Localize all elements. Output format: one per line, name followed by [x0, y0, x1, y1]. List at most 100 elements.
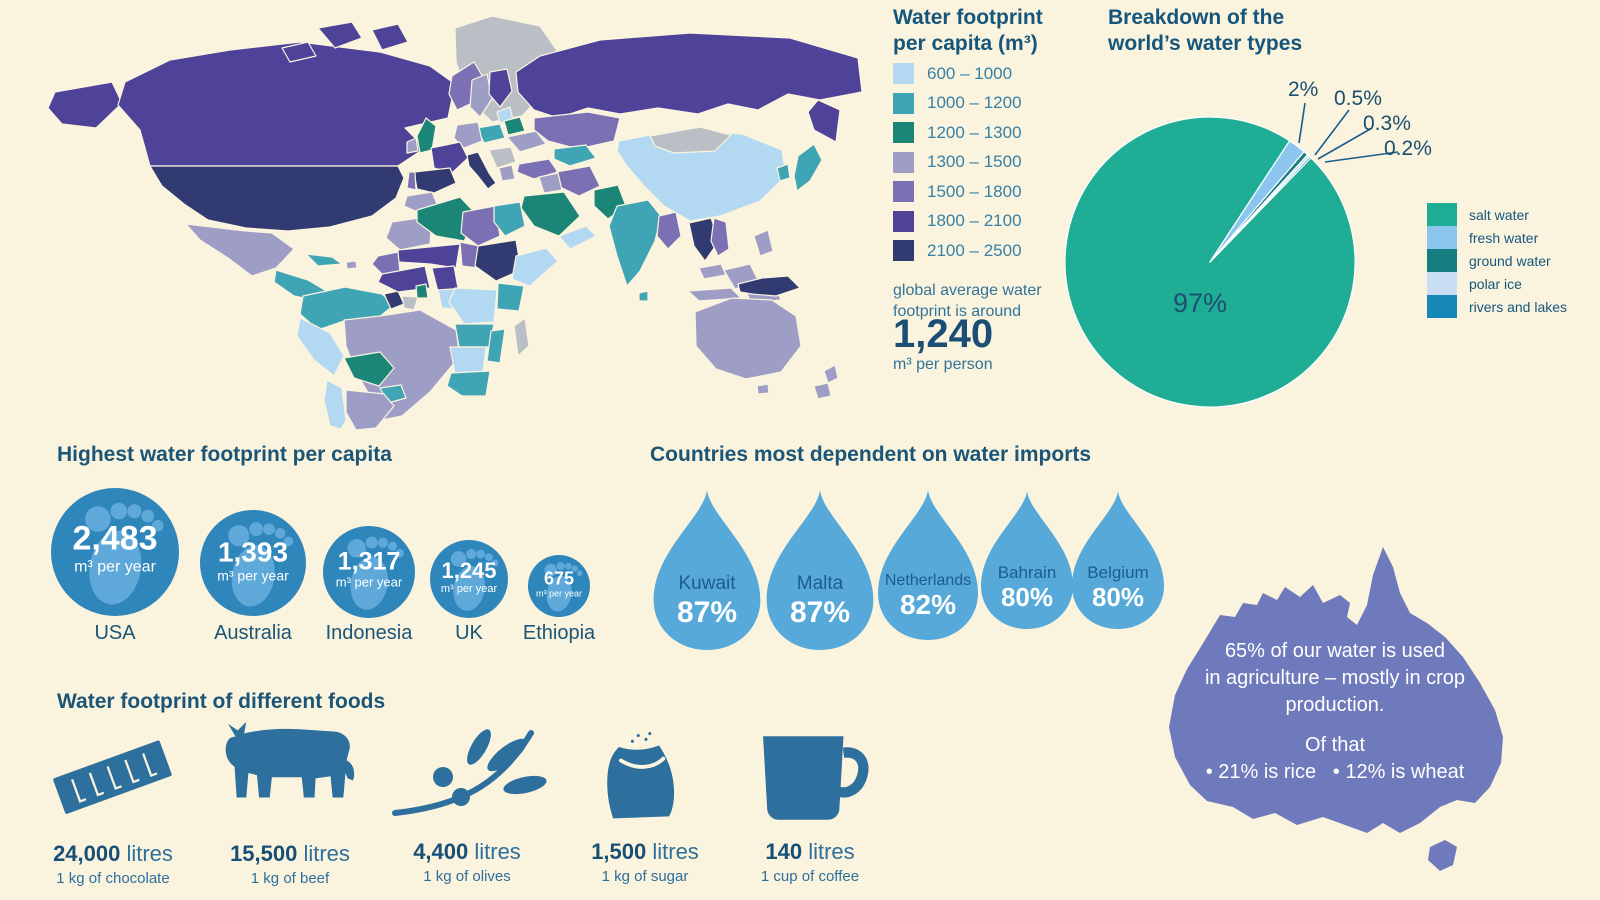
- pie-title: Breakdown of the world’s water types: [1108, 6, 1303, 55]
- legend-label: 1200 – 1300: [927, 122, 1022, 142]
- footprint-value: 675: [543, 568, 575, 589]
- map-region-belarus: [503, 116, 526, 136]
- food-value: 24,000 litres: [53, 841, 173, 866]
- food-item-coffee: 140 litres 1 cup of coffee: [715, 730, 905, 885]
- map-region-suriname: [401, 295, 419, 311]
- map-region-portugal: [406, 171, 417, 191]
- cow-icon: [225, 721, 355, 798]
- map-region-spain: [413, 167, 457, 194]
- map-region-mongolia: [649, 126, 732, 154]
- water-drop-icon: [981, 491, 1073, 629]
- food-description: 1 kg of chocolate: [56, 870, 170, 887]
- food-item-olives: 4,400 litres 1 kg of olives: [372, 722, 562, 885]
- food-item-chocolate: 24,000 litres 1 kg of chocolate: [18, 722, 208, 887]
- map-region-ghana: [415, 283, 429, 299]
- legend-swatch: [893, 210, 914, 232]
- drop-country: Netherlands: [884, 571, 972, 589]
- legend-row: 600 – 1000: [893, 63, 1022, 84]
- map-region-hispaniola: [345, 260, 358, 270]
- footprint-country-australia: Australia: [214, 622, 292, 644]
- footprint-country-usa: USA: [94, 622, 136, 644]
- footprint-value: 2,483: [72, 519, 158, 558]
- map-region-usa: [149, 165, 405, 232]
- legend-swatch: [1427, 226, 1457, 249]
- legend-label: 1300 – 1500: [927, 152, 1022, 171]
- tasmania-silhouette: [1428, 840, 1457, 871]
- map-region-sweden: [469, 73, 493, 118]
- legend-swatch: [1427, 249, 1457, 272]
- map-region-arctic-island: [281, 41, 317, 63]
- map-region-yemen-oman: [558, 225, 597, 250]
- drop-percent: 87%: [676, 596, 738, 630]
- drop-country: Bahrain: [997, 562, 1057, 582]
- map-region-libya: [460, 205, 501, 247]
- footprint-unit: m³ per year: [335, 574, 403, 590]
- map-legend: 600 – 1000 1000 – 1200 1200 – 1300 1300 …: [893, 63, 1022, 270]
- legend-label: 1500 – 1800: [927, 181, 1022, 201]
- food-description: 1 kg of sugar: [601, 868, 689, 885]
- food-value: 1,500 litres: [591, 839, 699, 864]
- legend-row: 1300 – 1500: [893, 151, 1022, 173]
- footprint-circle-uk: 1,245 m³ per year: [430, 540, 508, 618]
- map-region-ireland: [406, 137, 419, 154]
- legend-row: 1200 – 1300: [893, 122, 1022, 143]
- water-drop-icon: [653, 490, 761, 650]
- legend-row: 1800 – 2100: [893, 210, 1022, 232]
- legend-swatch: [893, 181, 914, 202]
- footprint-value: 1,393: [217, 536, 289, 568]
- map-region-central-asia: [553, 144, 597, 167]
- map-region-kazakhstan: [533, 111, 621, 150]
- footprint-unit: m³ per year: [440, 582, 498, 595]
- map-region-egypt: [493, 201, 526, 237]
- legend-label: polar ice: [1469, 275, 1522, 292]
- food-value: 4,400 litres: [413, 839, 521, 864]
- footprint-country-indonesia: Indonesia: [325, 622, 413, 644]
- drop-percent: 80%: [1091, 582, 1145, 613]
- map-region-east-africa: [496, 282, 525, 312]
- footprint-icon: [450, 548, 499, 611]
- global-average-unit: m³ per person: [893, 356, 993, 373]
- pie-salt-water-label: 97%: [1172, 288, 1228, 318]
- map-region-korea: [776, 163, 791, 182]
- legend-row: polar ice: [1427, 272, 1567, 295]
- map-region-drc: [448, 287, 498, 325]
- drop-percent: 80%: [1000, 582, 1054, 613]
- map-region-china: [616, 128, 787, 222]
- map-region-malaysia: [698, 263, 727, 280]
- map-region-arctic-island: [371, 23, 409, 51]
- australia-silhouette: [1169, 547, 1503, 871]
- water-types-pie-chart: [1065, 102, 1399, 408]
- legend-label: salt water: [1469, 206, 1529, 223]
- footprint-circle-indonesia: 1,317 m³ per year: [323, 526, 415, 618]
- world-map: [47, 15, 863, 430]
- legend-swatch: [1427, 272, 1457, 295]
- footprint-unit: m³ per year: [535, 588, 582, 599]
- map-region-iraq: [538, 172, 563, 194]
- imports-section-title: Countries most dependent on water import…: [650, 443, 1092, 466]
- food-description: 1 kg of olives: [423, 868, 511, 885]
- drop-percent: 87%: [789, 596, 851, 630]
- footprints-section-title: Highest water footprint per capita: [57, 443, 392, 466]
- map-region-argentina: [345, 389, 395, 430]
- legend-label: rivers and lakes: [1469, 298, 1568, 315]
- map-region-nigeria: [431, 265, 459, 293]
- water-drop-malta: Malta 87%: [766, 490, 874, 650]
- food-item-sugar: 1,500 litres 1 kg of sugar: [550, 722, 740, 885]
- legend-swatch: [893, 63, 914, 84]
- map-region-namibia-botswana: [449, 346, 487, 374]
- map-region-bolivia: [343, 351, 395, 387]
- map-region-new-zealand-south: [813, 382, 832, 400]
- map-region-vietnam: [710, 217, 730, 257]
- foods-section-title: Water footprint of different foods: [57, 690, 386, 713]
- footprint-icon: [347, 536, 404, 610]
- map-region-finland: [488, 68, 513, 108]
- map-region-japan: [793, 143, 823, 192]
- pie-slice: [1209, 156, 1312, 263]
- coffee-mug-icon: [762, 736, 868, 820]
- legend-row: salt water: [1427, 203, 1567, 226]
- map-region-alaska: [47, 81, 123, 129]
- global-average-note: global average water footprint is around: [893, 282, 1042, 320]
- map-region-cuba: [305, 253, 343, 267]
- australia-fact-text: 65% of our water is used in agriculture …: [1204, 640, 1466, 783]
- map-region-peru: [296, 317, 345, 377]
